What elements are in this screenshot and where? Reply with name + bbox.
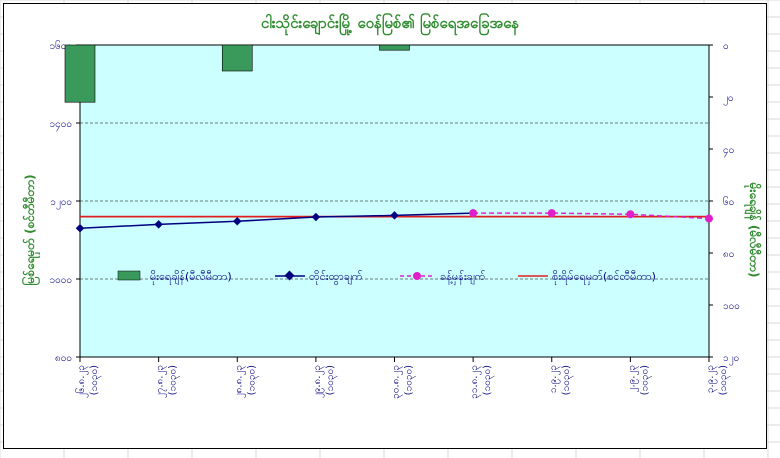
rainfall-bar <box>379 44 410 51</box>
forecast-point <box>469 209 478 218</box>
x-tick-label: ၃.၉.၂၃ (၁၀၃၀) <box>705 365 731 395</box>
x-tick-label: ၃၀.၈.၂၃ (၁၀၃၀) <box>391 365 417 399</box>
observed-point <box>233 217 242 226</box>
observed-point <box>311 212 321 222</box>
y-left-tick-label: ၁၄၀၀ <box>50 119 73 132</box>
legend-label-rainfall: မိုးရေချိန်(မီလီမီတာ) <box>150 270 232 285</box>
legend: မိုးရေချိန်(မီလီမီတာ) တိုင်းထွာချက် ခန့်… <box>117 270 656 285</box>
legend-label-forecast: ခန့်မှန်းချက် <box>440 270 486 285</box>
legend-marker-observed <box>284 270 295 281</box>
plot-area <box>79 44 710 358</box>
y-right-tick-label: ၄၀ <box>723 145 734 158</box>
y-right-tick-label: ၁၂၀ <box>723 353 739 366</box>
y-right-tick-label: ၂၀ <box>723 93 734 106</box>
legend-label-observed: တိုင်းထွာချက် <box>309 270 363 285</box>
y-left-tick-label: ၁၀၀၀ <box>50 275 73 286</box>
observed-point <box>154 220 163 229</box>
y-left-tick-label: ၁၂၀၀ <box>50 197 72 210</box>
y-right-axis-title: မိုးရေချိန် (မီလီမီတာ) <box>743 182 763 278</box>
forecast-point <box>705 214 713 223</box>
observed-line <box>79 212 474 230</box>
y-left-tick-label: ၈၀၀ <box>55 353 72 364</box>
x-tick-label: ၂၈.၈.၂၃ (၁၀၃၀) <box>233 365 259 398</box>
legend-marker-forecast <box>413 272 421 280</box>
y-right-tick-label: ၀ <box>723 41 729 52</box>
observed-point <box>75 224 85 233</box>
y-right-tick-label: ၈၀ <box>723 249 734 260</box>
forecast-point <box>626 210 635 219</box>
legend-label-danger: စိုးရိမ်ရေမှတ်(စင်တီမီတာ) <box>552 270 656 285</box>
x-tick-label: ၂.၉.၂၃ (၁၀၃၀) <box>626 365 652 395</box>
y-right-tick-label: ၆၀ <box>723 195 734 208</box>
rainfall-bar <box>64 44 96 103</box>
forecast-line <box>473 212 710 220</box>
x-tick-label: ၁.၉.၂၃ (၁၀၃၀) <box>548 365 574 395</box>
x-tick-label: ၂၇.၈.၂၃ (၁၀၃၀) <box>155 365 181 398</box>
x-tick-label: ၃၁.၈.၂၃ (၁၀၃၀) <box>469 365 495 399</box>
x-tick-label: ၂၉.၈.၂၃ (၁၀၃၀) <box>312 365 338 398</box>
y-right-tick-label: ၁၀၀ <box>723 301 740 312</box>
x-tick-label: ၂၆.၈.၂၃ (၁၀၃၀) <box>74 365 102 398</box>
legend-swatch-rainfall <box>117 270 141 281</box>
chart-title: ငါးသိုင်းချောင်းမြို့ ဝေန်မြစ်၏ မြစ်ရေအခ… <box>261 12 519 36</box>
rainfall-bar <box>221 44 253 72</box>
y-left-axis-title: မြစ်ရေမှတ် (စင်တီမီတာ) <box>20 174 41 285</box>
forecast-point <box>547 209 556 218</box>
observed-point <box>390 211 399 220</box>
